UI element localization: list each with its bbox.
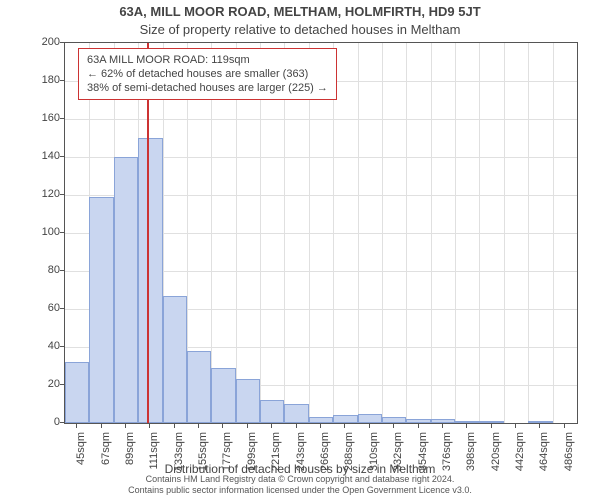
- x-tick-mark: [393, 423, 394, 428]
- footer-line2: Contains public sector information licen…: [0, 485, 600, 496]
- gridline-v: [358, 43, 359, 423]
- x-tick-mark: [174, 423, 175, 428]
- x-tick-mark: [564, 423, 565, 428]
- histogram-bar: [65, 362, 89, 423]
- gridline-v: [236, 43, 237, 423]
- gridline-v: [553, 43, 554, 423]
- histogram-bar: [479, 421, 503, 423]
- histogram-bar: [163, 296, 187, 423]
- y-tick-mark: [60, 194, 65, 195]
- gridline-v: [382, 43, 383, 423]
- x-tick-mark: [442, 423, 443, 428]
- y-tick-mark: [60, 346, 65, 347]
- chart-title: 63A, MILL MOOR ROAD, MELTHAM, HOLMFIRTH,…: [0, 4, 600, 19]
- x-tick-mark: [247, 423, 248, 428]
- gridline-v: [260, 43, 261, 423]
- histogram-bar: [358, 414, 382, 424]
- x-tick-mark: [515, 423, 516, 428]
- histogram-bar: [138, 138, 162, 423]
- y-tick-mark: [60, 118, 65, 119]
- gridline-v: [333, 43, 334, 423]
- histogram-bar: [187, 351, 211, 423]
- histogram-bar: [89, 197, 113, 423]
- y-tick-label: 0: [12, 416, 60, 428]
- x-tick-mark: [344, 423, 345, 428]
- gridline-v: [309, 43, 310, 423]
- y-tick-mark: [60, 422, 65, 423]
- histogram-bar: [528, 421, 552, 423]
- histogram-bar: [236, 379, 260, 423]
- y-tick-mark: [60, 232, 65, 233]
- annotation-line1: 63A MILL MOOR ROAD: 119sqm: [87, 53, 328, 67]
- y-tick-mark: [60, 308, 65, 309]
- gridline-v: [528, 43, 529, 423]
- gridline-v: [455, 43, 456, 423]
- x-tick-mark: [125, 423, 126, 428]
- x-tick-mark: [369, 423, 370, 428]
- gridline-v: [431, 43, 432, 423]
- annotation-box: 63A MILL MOOR ROAD: 119sqm ← 62% of deta…: [78, 48, 337, 100]
- histogram-bar: [431, 419, 455, 423]
- chart-subtitle: Size of property relative to detached ho…: [0, 22, 600, 37]
- histogram-bar: [406, 419, 430, 423]
- x-tick-mark: [491, 423, 492, 428]
- x-tick-mark: [149, 423, 150, 428]
- footer: Contains HM Land Registry data © Crown c…: [0, 474, 600, 496]
- y-tick-label: 60: [12, 302, 60, 314]
- histogram-bar: [260, 400, 284, 423]
- x-tick-mark: [222, 423, 223, 428]
- gridline-v: [211, 43, 212, 423]
- y-tick-mark: [60, 384, 65, 385]
- x-tick-mark: [539, 423, 540, 428]
- y-tick-mark: [60, 80, 65, 81]
- y-tick-label: 140: [12, 150, 60, 162]
- x-tick-mark: [418, 423, 419, 428]
- x-tick-mark: [466, 423, 467, 428]
- gridline-h: [65, 119, 577, 120]
- y-tick-mark: [60, 270, 65, 271]
- gridline-v: [504, 43, 505, 423]
- histogram-bar: [284, 404, 308, 423]
- gridline-v: [284, 43, 285, 423]
- histogram-bar: [114, 157, 138, 423]
- x-tick-mark: [320, 423, 321, 428]
- y-tick-mark: [60, 42, 65, 43]
- y-tick-label: 120: [12, 188, 60, 200]
- y-tick-label: 40: [12, 340, 60, 352]
- histogram-bar: [455, 421, 479, 423]
- annotation-line2: ← 62% of detached houses are smaller (36…: [87, 67, 328, 81]
- y-tick-label: 100: [12, 226, 60, 238]
- histogram-bar: [333, 415, 357, 423]
- annotation-line3: 38% of semi-detached houses are larger (…: [87, 81, 328, 95]
- y-tick-mark: [60, 156, 65, 157]
- histogram-bar: [211, 368, 235, 423]
- property-marker-line: [147, 43, 149, 423]
- x-tick-mark: [271, 423, 272, 428]
- footer-line1: Contains HM Land Registry data © Crown c…: [0, 474, 600, 485]
- gridline-v: [406, 43, 407, 423]
- y-tick-label: 200: [12, 36, 60, 48]
- x-tick-mark: [101, 423, 102, 428]
- y-tick-label: 160: [12, 112, 60, 124]
- y-tick-label: 20: [12, 378, 60, 390]
- x-tick-mark: [296, 423, 297, 428]
- x-tick-mark: [76, 423, 77, 428]
- chart-container: 63A, MILL MOOR ROAD, MELTHAM, HOLMFIRTH,…: [0, 0, 600, 500]
- y-tick-label: 80: [12, 264, 60, 276]
- gridline-v: [479, 43, 480, 423]
- x-tick-mark: [198, 423, 199, 428]
- y-tick-label: 180: [12, 74, 60, 86]
